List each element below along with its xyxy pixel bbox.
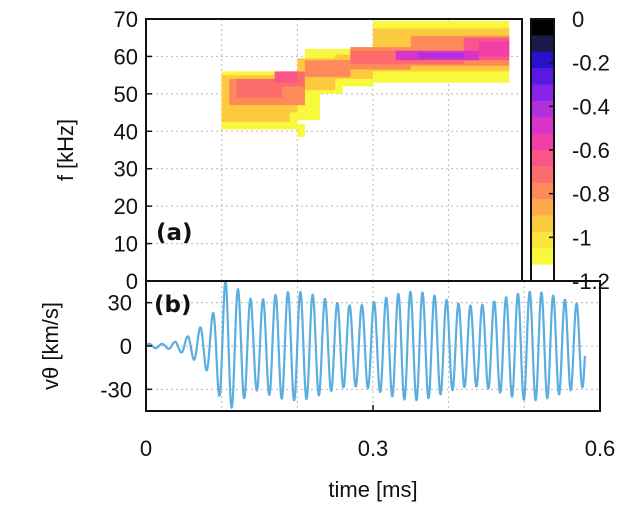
- colorbar-tick-label: -1: [572, 225, 592, 250]
- heatmap-y-tick-label: 30: [114, 157, 138, 182]
- heatmap-cells: [221, 20, 510, 137]
- heatmap-cell: [418, 52, 464, 59]
- heatmap-y-tick-label: 40: [114, 119, 138, 144]
- colorbar-tick-label: -0.4: [572, 94, 610, 119]
- panel-b-label: (b): [154, 292, 192, 318]
- colorbar-segment: [531, 19, 554, 36]
- heatmap-y-tick-label: 20: [114, 194, 138, 219]
- colorbar-segment: [531, 117, 554, 135]
- trace-y-tick-label: 0: [120, 334, 132, 359]
- heatmap-grid: [146, 19, 522, 281]
- colorbar-segment: [531, 264, 554, 282]
- colorbar-segment: [531, 133, 554, 151]
- heatmap-y-tick-label: 0: [126, 269, 138, 294]
- panel-a-label: (a): [156, 220, 193, 246]
- heatmap-cell: [304, 60, 351, 78]
- colorbar-ticks: 0-0.2-0.4-0.6-0.8-1-1.2: [549, 7, 610, 294]
- velocity-trace-line: [146, 281, 586, 409]
- colorbar-tick-label: -0.8: [572, 182, 610, 207]
- trace-y-tick-label: -30: [100, 377, 132, 402]
- colorbar-segment: [531, 215, 554, 233]
- colorbar-segment: [531, 182, 554, 200]
- colorbar-segment: [531, 248, 554, 266]
- heatmap-y-tick-label: 60: [114, 44, 138, 69]
- colorbar-segment: [531, 35, 554, 53]
- colorbar-segment: [531, 231, 554, 249]
- colorbar-tick-label: -0.2: [572, 51, 610, 76]
- colorbar: 0-0.2-0.4-0.6-0.8-1-1.2: [530, 7, 610, 294]
- heatmap-y-tick-label: 50: [114, 82, 138, 107]
- heatmap-y-tick-label: 70: [114, 7, 138, 32]
- colorbar-strip: [531, 19, 554, 282]
- colorbar-segment: [531, 51, 554, 69]
- colorbar-segment: [531, 150, 554, 167]
- colorbar-tick-label: -0.6: [572, 138, 610, 163]
- colorbar-segment: [531, 199, 554, 217]
- heatmap-y-tick-label: 10: [114, 232, 138, 257]
- heatmap-cell: [274, 71, 298, 83]
- colorbar-segment: [531, 84, 554, 102]
- colorbar-segment: [531, 166, 554, 184]
- trace-y-axis-label: vθ [km/s]: [38, 302, 63, 390]
- colorbar-tick-label: 0: [572, 7, 584, 32]
- heatmap-cell: [478, 41, 510, 57]
- colorbar-segment: [531, 68, 554, 86]
- colorbar-segment: [531, 100, 554, 118]
- trace-x-axis-label: time [ms]: [328, 477, 417, 502]
- trace-x-tick-label: 0.3: [358, 436, 389, 461]
- spectrogram-panel: 0 10 20 30 40 50 60 70 f [kHz] (a): [53, 7, 523, 294]
- heatmap-cell: [297, 123, 305, 137]
- trace-x-tick-label: 0.6: [585, 436, 616, 461]
- trace-ticks: 30 0 -30 0 0.3 0.6: [100, 291, 615, 461]
- trace-x-tick-label: 0: [140, 436, 152, 461]
- heatmap-cell: [236, 78, 283, 98]
- spectrogram-y-axis-label: f [kHz]: [53, 119, 78, 181]
- velocity-panel: 30 0 -30 0 0.3 0.6 vθ [km/s] time [ms] (b): [38, 280, 615, 502]
- heatmap-y-ticks: 0 10 20 30 40 50 60 70: [114, 7, 152, 294]
- trace-y-tick-label: 30: [108, 291, 132, 316]
